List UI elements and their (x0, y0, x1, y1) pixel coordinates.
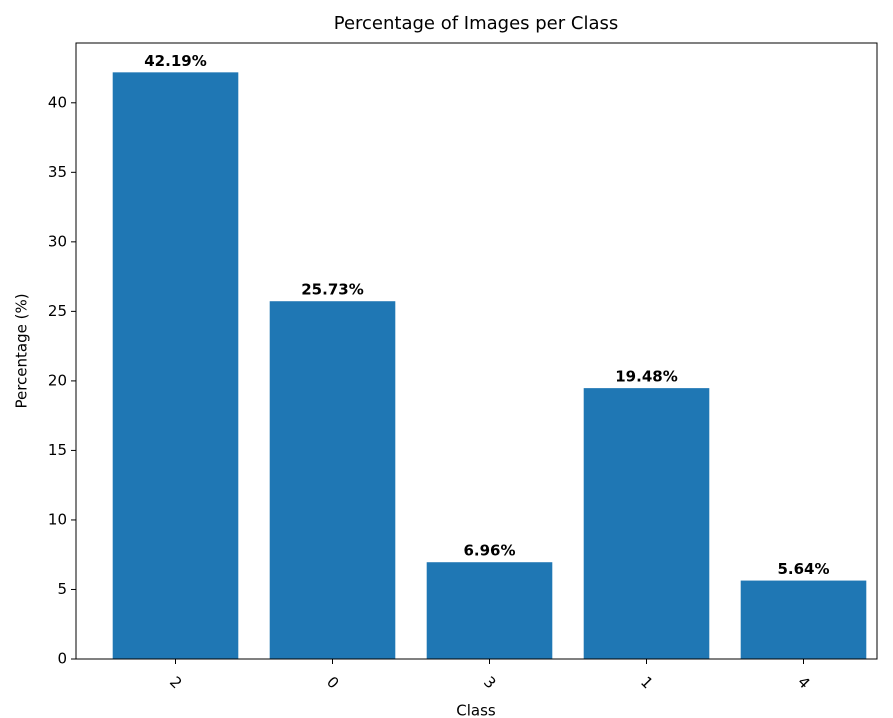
y-tick-label: 10 (48, 510, 67, 528)
bar (269, 301, 396, 659)
y-tick-label: 5 (57, 580, 67, 598)
y-tick-label: 20 (48, 371, 67, 389)
value-label: 19.48% (615, 368, 677, 386)
x-tick-label: 1 (637, 673, 656, 692)
y-tick-label: 35 (48, 163, 67, 181)
bar (583, 388, 710, 659)
value-label: 42.19% (144, 52, 206, 70)
x-tick-label: 4 (794, 673, 813, 692)
x-tick-label: 0 (323, 673, 342, 692)
x-axis-label: Class (456, 702, 496, 718)
bar (112, 72, 239, 659)
y-tick-label: 30 (48, 232, 67, 250)
y-axis-label: Percentage (%) (13, 293, 31, 408)
y-tick-label: 15 (48, 441, 67, 459)
x-tick-label: 3 (480, 673, 499, 692)
x-tick-label: 2 (166, 673, 185, 692)
value-label: 5.64% (777, 560, 829, 578)
y-tick-label: 25 (48, 302, 67, 320)
y-tick-label: 0 (57, 650, 67, 668)
y-tick-label: 40 (48, 93, 67, 111)
plot-frame (75, 42, 878, 660)
chart-title: Percentage of Images per Class (334, 13, 619, 34)
bar (426, 562, 553, 659)
bar (740, 580, 867, 659)
value-label: 6.96% (463, 542, 515, 560)
value-label: 25.73% (301, 281, 363, 299)
